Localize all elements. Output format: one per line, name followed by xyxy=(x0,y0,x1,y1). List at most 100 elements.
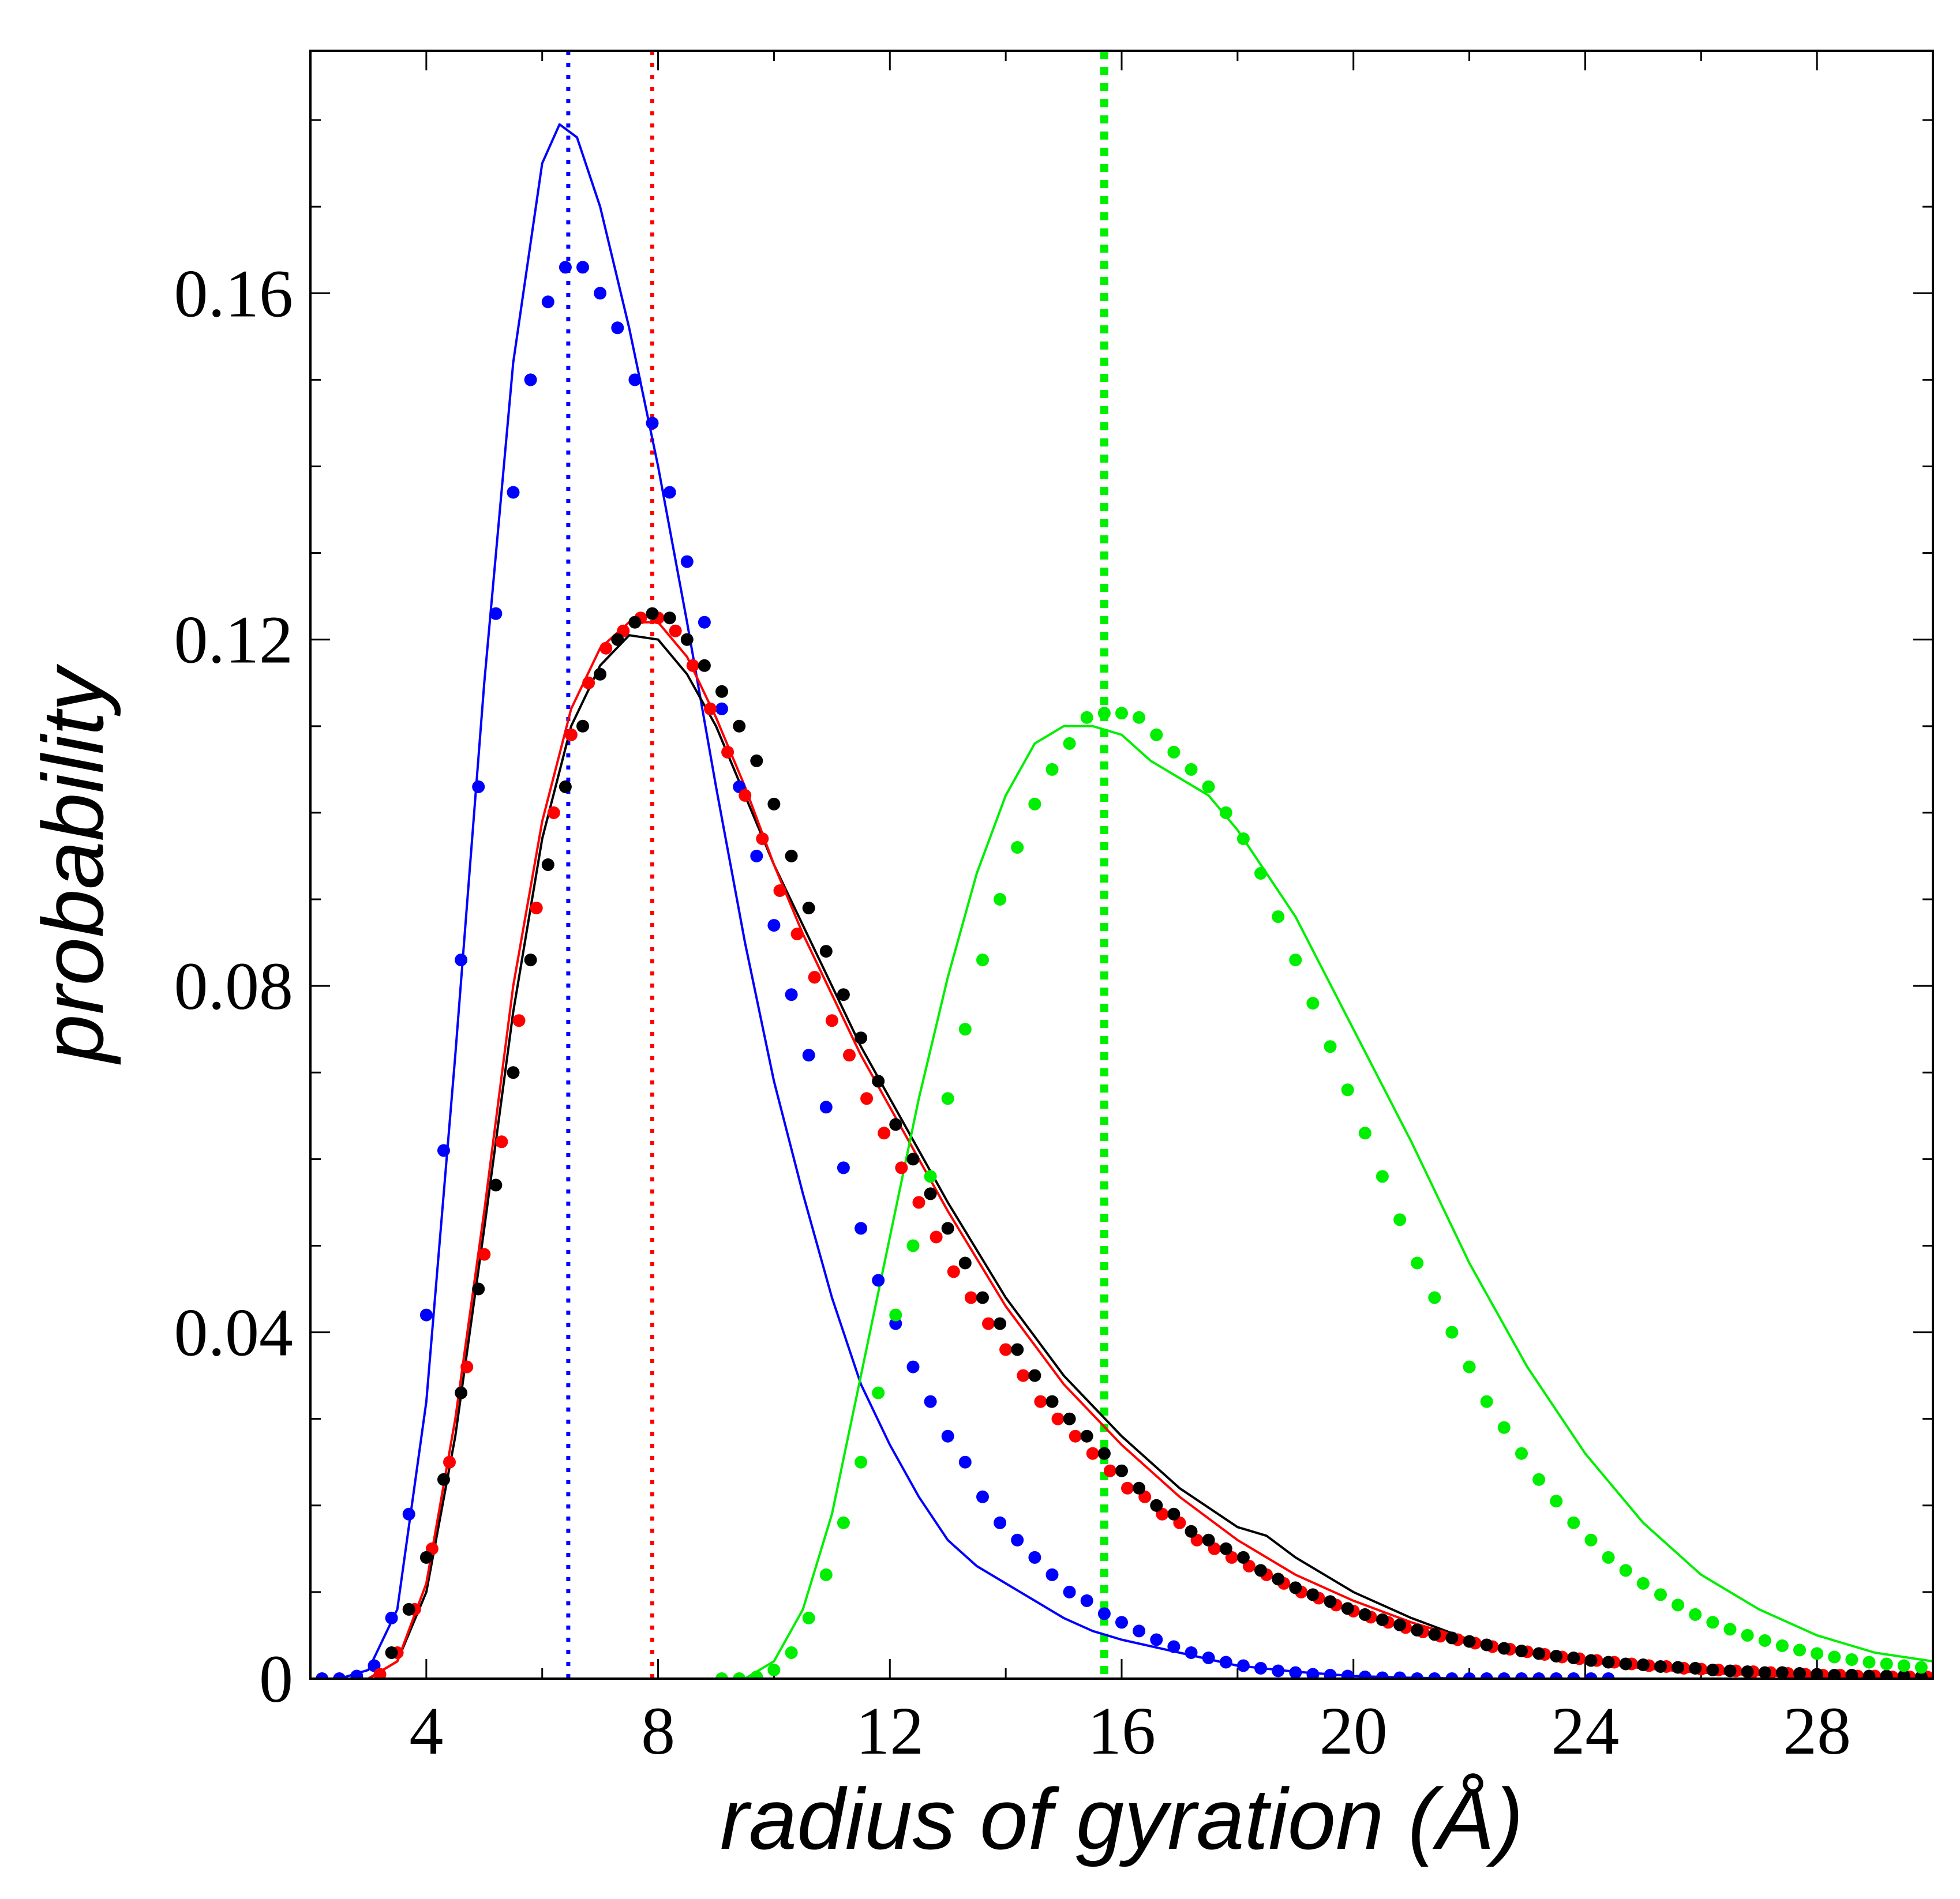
black-model-point xyxy=(1497,1642,1511,1655)
green-model-point xyxy=(1584,1533,1598,1547)
blue-model-point xyxy=(1341,1669,1354,1679)
green-model-point xyxy=(924,1170,937,1183)
x-tick-label: 16 xyxy=(1088,1693,1156,1769)
model-points xyxy=(316,261,1933,1679)
red-model-point xyxy=(564,728,578,741)
blue-model-point xyxy=(385,1611,398,1624)
black-model-point xyxy=(837,988,850,1001)
blue-model-point xyxy=(819,1101,833,1114)
blue-model-point xyxy=(611,321,624,335)
blue-model-point xyxy=(1584,1672,1598,1679)
blue-model-point xyxy=(1358,1671,1371,1679)
black-model-point xyxy=(733,719,746,733)
blue-model-point xyxy=(402,1507,415,1521)
mean-markers xyxy=(566,51,1108,1679)
red-model-point xyxy=(721,745,734,759)
x-tick-label: 12 xyxy=(856,1693,924,1769)
black-model-point xyxy=(541,858,554,871)
blue-model-point xyxy=(1550,1672,1563,1679)
green-model-point xyxy=(1480,1395,1493,1408)
x-tick-label: 28 xyxy=(1783,1693,1851,1769)
blue-model-point xyxy=(1376,1671,1389,1679)
blue-model-point xyxy=(837,1161,850,1174)
green-model-point xyxy=(1358,1127,1371,1140)
green-model-point xyxy=(819,1568,833,1581)
green-model-point xyxy=(1393,1213,1407,1226)
black-model-point xyxy=(1045,1395,1059,1408)
black-model-point xyxy=(559,780,572,793)
blue-model-point xyxy=(594,287,607,300)
blue-model-point xyxy=(1063,1585,1076,1598)
green-model-point xyxy=(1341,1083,1354,1097)
green-model-point xyxy=(1272,910,1285,924)
green-model-point xyxy=(1428,1291,1441,1304)
blue-model-point xyxy=(1167,1640,1181,1653)
black-model-point xyxy=(628,616,642,629)
green-model-point xyxy=(1011,841,1024,854)
black-model-point xyxy=(663,611,676,625)
black-model-point xyxy=(941,1222,954,1235)
blue-model-point xyxy=(906,1360,920,1373)
blue-model-point xyxy=(350,1669,363,1679)
blue-model-point xyxy=(1480,1672,1493,1679)
blue-model-point xyxy=(316,1672,329,1679)
black-model-point xyxy=(1654,1660,1667,1673)
green-simulation-line xyxy=(716,725,1933,1679)
black-model-point xyxy=(680,633,694,646)
black-model-point xyxy=(1775,1666,1789,1679)
y-axis-title: probability xyxy=(24,663,121,1065)
blue-model-point xyxy=(680,555,694,568)
black-model-point xyxy=(1515,1645,1528,1657)
y-tick-label: 0.08 xyxy=(174,948,294,1024)
black-model-point xyxy=(924,1187,937,1200)
red-model-point xyxy=(773,884,786,897)
green-model-point xyxy=(1324,1040,1337,1053)
black-model-point xyxy=(402,1602,415,1616)
black-model-point xyxy=(1828,1669,1841,1679)
red-model-point xyxy=(930,1230,943,1244)
blue-model-point xyxy=(1028,1551,1041,1564)
blue-model-point xyxy=(1393,1671,1407,1679)
black-model-point xyxy=(976,1291,989,1304)
black-model-point xyxy=(1341,1602,1354,1615)
green-model-point xyxy=(1236,832,1250,845)
black-model-point xyxy=(1845,1669,1858,1679)
green-model-point xyxy=(1167,745,1181,759)
green-model-point xyxy=(837,1516,850,1529)
black-model-point xyxy=(1097,1447,1111,1460)
black-model-point xyxy=(1028,1369,1041,1382)
blue-model-point xyxy=(1306,1668,1320,1679)
green-model-point xyxy=(1723,1623,1737,1636)
black-model-point xyxy=(958,1256,972,1270)
black-model-point xyxy=(889,1118,902,1131)
green-model-point xyxy=(906,1239,920,1252)
red-model-point xyxy=(895,1161,908,1174)
blue-model-point xyxy=(1428,1672,1441,1679)
green-model-point xyxy=(1289,954,1302,967)
black-model-point xyxy=(576,719,589,733)
y-tick-label: 0.04 xyxy=(174,1295,294,1371)
red-model-point xyxy=(947,1265,960,1278)
blue-model-point xyxy=(1497,1672,1511,1679)
plot-frame xyxy=(309,50,1934,1680)
green-model-point xyxy=(1028,797,1041,810)
green-model-point xyxy=(750,1671,763,1679)
red-model-point xyxy=(1069,1429,1082,1443)
black-model-point xyxy=(1689,1662,1702,1675)
red-model-point xyxy=(843,1049,856,1062)
black-model-point xyxy=(437,1473,450,1486)
blue-model-point xyxy=(1254,1662,1267,1675)
black-model-point xyxy=(1706,1664,1719,1676)
green-model-point xyxy=(1619,1564,1632,1577)
black-model-point xyxy=(1011,1343,1024,1356)
black-model-point xyxy=(1289,1581,1302,1594)
black-model-point xyxy=(385,1646,398,1659)
black-model-point xyxy=(1306,1588,1320,1601)
black-model-point xyxy=(1272,1573,1285,1586)
blue-model-point xyxy=(1236,1659,1250,1672)
red-model-point xyxy=(582,676,595,689)
blue-model-point xyxy=(437,1144,450,1157)
blue-model-point xyxy=(1289,1666,1302,1679)
blue-model-point xyxy=(559,261,572,274)
green-model-point xyxy=(1445,1326,1459,1339)
